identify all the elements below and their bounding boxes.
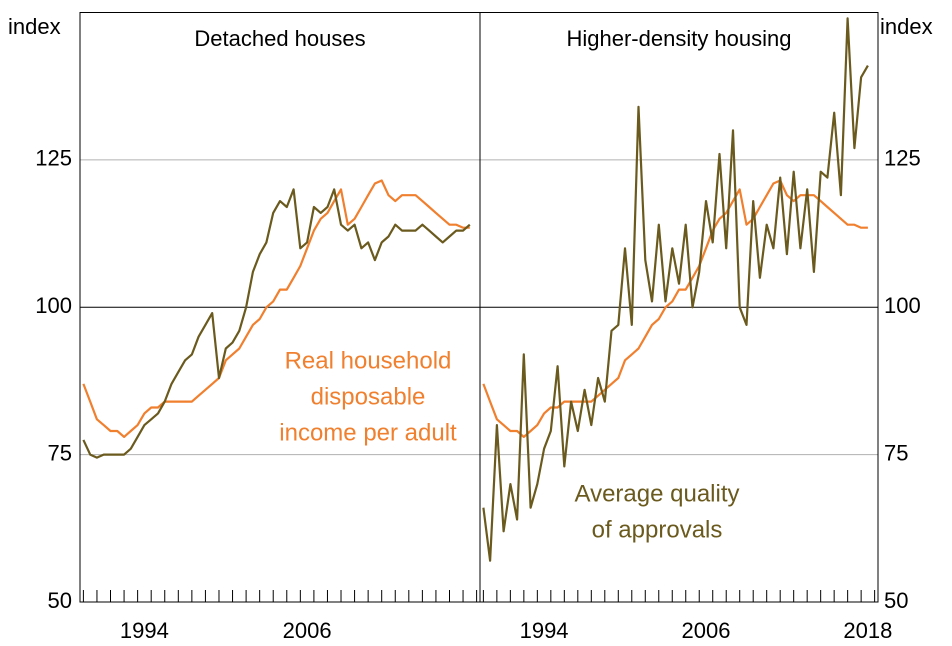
series-line	[82, 188, 471, 459]
x-tick-label: 2018	[843, 618, 892, 643]
series-line	[482, 179, 868, 438]
annotation: income per adult	[279, 419, 457, 446]
annotation: Real household	[285, 347, 452, 374]
panel-title: Higher-density housing	[566, 26, 791, 51]
y-tick-label: 50	[884, 588, 908, 613]
plot-frame	[79, 12, 879, 603]
annotation: of approvals	[592, 516, 723, 543]
x-tick-label: 2006	[283, 618, 332, 643]
series-line	[82, 179, 470, 438]
y-tick-label: 75	[48, 440, 72, 465]
x-tick-label: 2006	[682, 618, 731, 643]
x-tick-label: 1994	[120, 618, 169, 643]
y-axis-label: index	[8, 14, 61, 39]
annotation: Average quality	[575, 480, 740, 507]
y-tick-label: 100	[35, 293, 72, 318]
y-tick-label: 125	[35, 146, 72, 171]
x-tick-label: 1994	[520, 618, 569, 643]
y-axis-label: index	[880, 14, 933, 39]
y-tick-label: 75	[884, 440, 908, 465]
series-line	[482, 17, 869, 562]
y-tick-label: 100	[884, 293, 921, 318]
y-tick-label: 125	[884, 146, 921, 171]
y-tick-label: 50	[48, 588, 72, 613]
annotation: disposable	[311, 383, 426, 410]
panel-title: Detached houses	[194, 26, 365, 51]
